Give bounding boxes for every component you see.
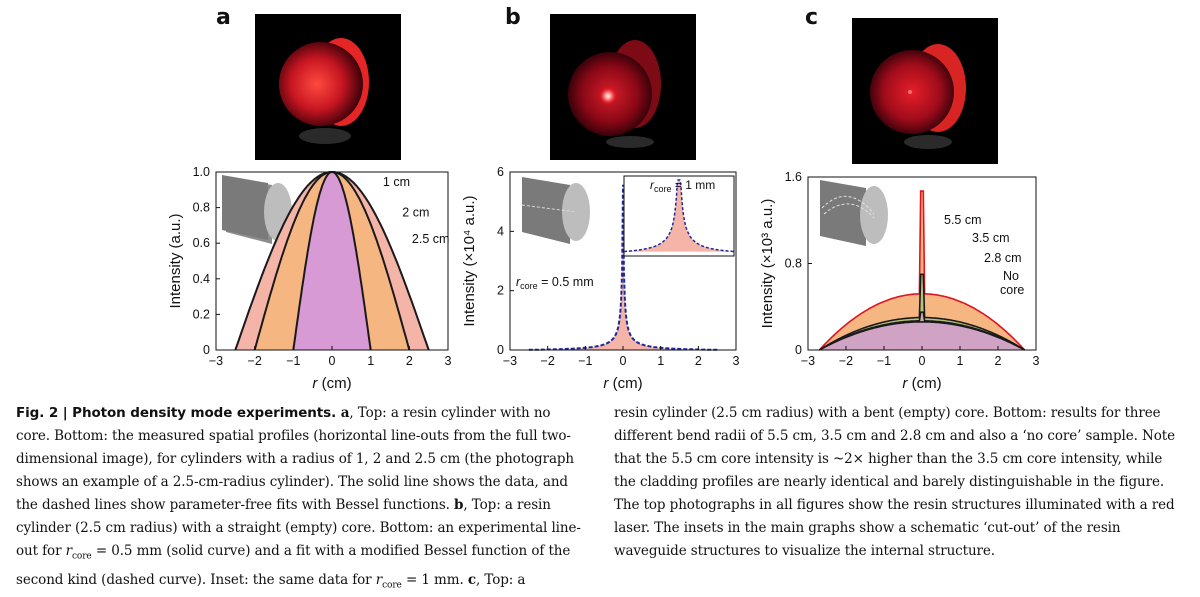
chart-b-xtick-label: 1 (657, 354, 664, 368)
b-inset-line (623, 179, 735, 253)
panel-letter-b: b (505, 5, 521, 30)
chart-c-ytick-label: 0 (795, 343, 802, 357)
c-area-0 (819, 191, 1025, 350)
chart-b-ytick-label: 2 (497, 284, 504, 298)
chart-c-ytick-label: 0.8 (785, 257, 802, 271)
chart-b-ylabel: Intensity (×10⁴ a.u.) (461, 195, 478, 326)
caption-b-text: , Top: a resin cylinder (2.5 cm radius) … (16, 497, 581, 559)
label-2cm: 2 cm (402, 206, 429, 220)
chart-a-ytick-label: 0.8 (193, 201, 210, 215)
caption-left-text: Fig. 2 | Photon density mode experiments… (16, 402, 586, 597)
c-label-3.5cm: 3.5 cm (972, 231, 1010, 245)
caption-right-text: resin cylinder (2.5 cm radius) with a be… (614, 405, 1175, 559)
panel-letter-c: c (805, 5, 819, 30)
chart-b-xtick-label: 3 (733, 354, 740, 368)
chart-b-ytick-label: 6 (497, 165, 504, 179)
chart-a-ytick-label: 0.2 (193, 307, 210, 321)
chart-a-xlabel: r (cm) (312, 375, 351, 392)
chart-a-xtick-label: −2 (248, 354, 262, 368)
chart-a-ytick-label: 1.0 (193, 165, 210, 179)
b-inset-area (624, 180, 734, 252)
chart-b-xtick-label: 0 (620, 354, 627, 368)
chart-b-xlabel: r (cm) (603, 375, 642, 392)
caption-rcore-r2: r (375, 571, 383, 588)
chart-b-ytick-label: 0 (497, 343, 504, 357)
chart-a-ytick-label: 0.4 (193, 272, 210, 286)
chart-c-xtick-label: −3 (801, 354, 815, 368)
c-label-no: No (1003, 269, 1019, 283)
area-1cm (293, 172, 371, 350)
caption-a-text: , Top: a resin cylinder with no core. Bo… (16, 405, 575, 513)
b-annotation: rcore = 0.5 mm (516, 275, 594, 291)
c-line-0 (818, 190, 1026, 351)
chart-a: 2.5 cm 2 cm 1 cm −3 −2 −1 0 1 2 3 0 0.2 0.4 0.6 0.8 1.0… (167, 165, 452, 392)
photo-c (852, 18, 998, 164)
fig-label: Fig. 2 | Photon density mode experiments… (16, 405, 337, 421)
c-line-3 (819, 321, 1025, 351)
chart-a-xtick-label: 3 (445, 354, 452, 368)
chart-c-ytick-label: 1.6 (785, 170, 802, 184)
chart-b: −3 −2 −1 0 1 2 3 0 2 4 6 r (cm) Intensity (×10⁴ a.u.… (461, 165, 740, 392)
caption-left: Fig. 2 | Photon density mode experiments… (16, 402, 586, 597)
c-line-1 (818, 273, 1026, 351)
caption-rcore-sub: core (71, 551, 92, 562)
chart-a-ytick-label: 0 (203, 343, 210, 357)
chart-b-xtick-label: −1 (578, 354, 592, 368)
photo-b (550, 14, 696, 160)
chart-c-xtick-label: 3 (1033, 354, 1040, 368)
chart-c-xtick-label: 1 (957, 354, 964, 368)
chart-a-ylabel: Intensity (a.u.) (167, 213, 184, 308)
c-label-2.8cm: 2.8 cm (984, 251, 1022, 265)
panel-letter-a: a (216, 5, 231, 30)
caption-b-text2: = 0.5 mm (solid curve) and a fit with a … (16, 543, 571, 588)
chart-b-ytick-label: 4 (497, 224, 504, 238)
caption-c-letter: c (467, 571, 476, 588)
label-2.5cm: 2.5 cm (412, 232, 450, 246)
caption-right: resin cylinder (2.5 cm radius) with a be… (614, 402, 1186, 563)
caption-b-text3: = 1 mm. (401, 571, 468, 588)
caption-c-text: , Top: a (475, 571, 526, 588)
chart-a-ytick-label: 0.6 (193, 236, 210, 250)
caption-rcore-sub2: core (382, 580, 402, 591)
chart-c-ylabel: Intensity (×10³ a.u.) (759, 199, 776, 329)
chart-b-xtick-label: −2 (541, 354, 555, 368)
b-inset-label: rcore = 1 mm (650, 178, 715, 194)
label-1cm: 1 cm (383, 175, 410, 189)
caption-a-letter: a (336, 405, 350, 421)
chart-c-xlabel: r (cm) (902, 375, 941, 392)
chart-a-xtick-label: −1 (286, 354, 300, 368)
chart-c-xtick-label: −1 (877, 354, 891, 368)
chart-c-xtick-label: −2 (839, 354, 853, 368)
chart-c-xtick-label: 0 (919, 354, 926, 368)
chart-a-xtick-label: −3 (209, 354, 223, 368)
chart-a-xtick-label: 2 (406, 354, 413, 368)
chart-a-xtick-label: 0 (329, 354, 336, 368)
c-label-5.5cm: 5.5 cm (944, 213, 982, 227)
caption-rcore-r: r (65, 543, 72, 559)
figure-plots: 2.5 cm 2 cm 1 cm −3 −2 −1 0 1 2 3 0 0.2 0.4 0.6 0.8 1.0… (167, 165, 1040, 392)
chart-c-xtick-label: 2 (995, 354, 1002, 368)
cylinder-schematic-b (521, 177, 590, 244)
b-fit-line (528, 184, 718, 351)
cylinder-schematic-c (820, 180, 888, 246)
chart-b-xtick-label: −3 (503, 354, 517, 368)
chart-a-xtick-label: 1 (367, 354, 374, 368)
chart-b-xtick-label: 2 (695, 354, 702, 368)
caption-b-letter: b (454, 497, 464, 513)
c-label-core: core (1000, 283, 1024, 297)
photo-a (255, 14, 401, 160)
